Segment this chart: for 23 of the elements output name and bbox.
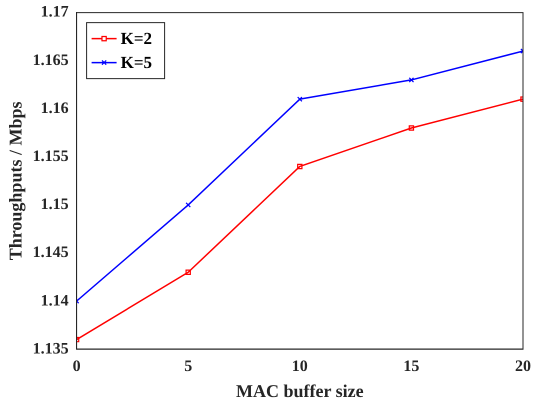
x-tick-label: 5 xyxy=(184,358,192,375)
y-axis-title: Throughputs / Mbps xyxy=(5,102,26,260)
legend-label: K=5 xyxy=(120,52,152,72)
y-tick-label: 1.155 xyxy=(32,148,69,165)
point xyxy=(185,202,191,208)
x-tick-label: 10 xyxy=(292,358,308,375)
x-tick-label: 15 xyxy=(403,358,420,375)
x-tick-label: 20 xyxy=(515,358,531,375)
y-tick-label: 1.15 xyxy=(40,196,69,214)
y-tick-label: 1.16 xyxy=(40,100,69,117)
point xyxy=(408,77,414,83)
point xyxy=(297,96,303,102)
y-tick-label: 1.14 xyxy=(40,292,69,310)
y-tick-label: 1.17 xyxy=(40,4,69,21)
y-tick-label: 1.145 xyxy=(32,244,69,262)
y-tick-label: 1.165 xyxy=(32,52,69,69)
point xyxy=(297,164,303,170)
x-axis-title: MAC buffer size xyxy=(236,380,364,401)
x-tick-label: 0 xyxy=(72,358,81,375)
point xyxy=(408,125,414,131)
y-tick-label: 1.135 xyxy=(32,340,69,358)
point xyxy=(185,270,191,275)
legend-label: K=2 xyxy=(120,28,152,48)
